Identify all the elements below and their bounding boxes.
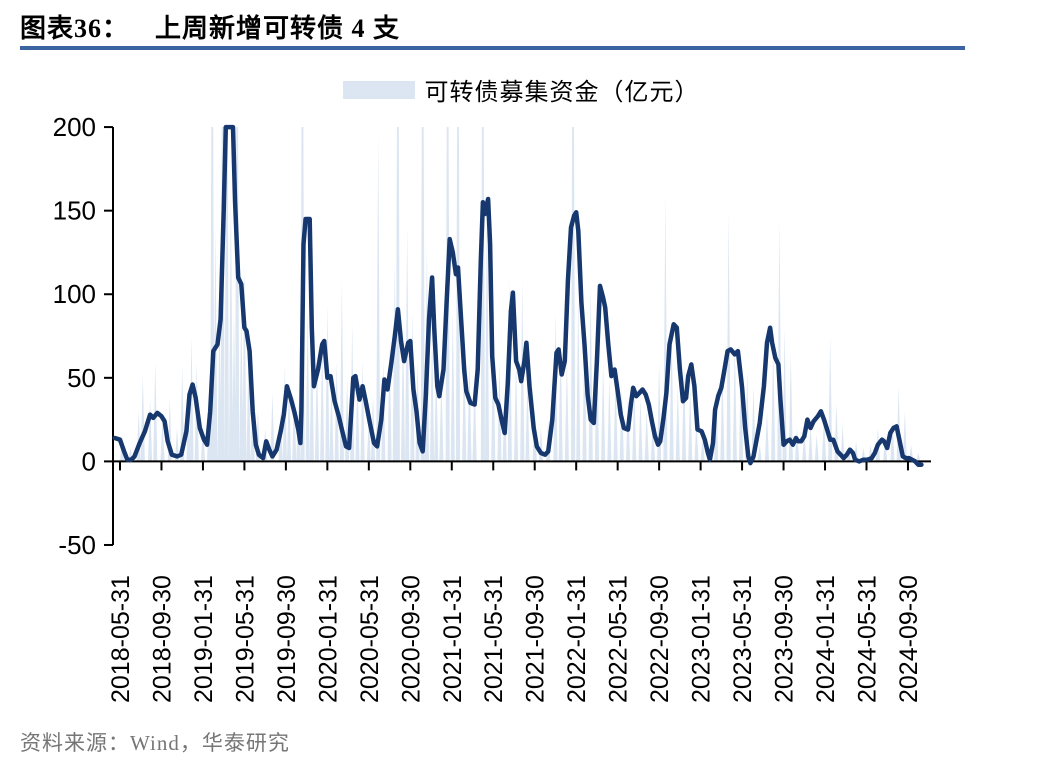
x-tick-label: 2022-01-31 (563, 575, 591, 703)
y-tick-label: 50 (67, 363, 96, 393)
x-tick-label: 2020-09-30 (397, 575, 425, 703)
figure-number: 图表36： (20, 14, 130, 43)
legend-area-label: 可转债募集资金（亿元） (424, 80, 700, 106)
x-tick-label: 2018-09-30 (148, 575, 176, 703)
x-tick-label: 2018-05-31 (107, 575, 135, 703)
line-series-fundraising (112, 124, 924, 467)
source-note: 资料来源：Wind，华泰研究 (20, 731, 290, 755)
x-tick-label: 2024-09-30 (895, 575, 923, 703)
figure-title-text: 上周新增可转债 4 支 (155, 14, 401, 43)
x-tick-label: 2024-05-31 (853, 575, 881, 703)
figure-title: 图表36： 上周新增可转债 4 支 (20, 8, 965, 45)
x-tick-label: 2019-01-31 (190, 575, 218, 703)
y-tick-label: -50 (58, 530, 96, 560)
x-tick-label: 2023-01-31 (688, 575, 716, 703)
x-tick-label: 2019-05-31 (231, 575, 259, 703)
x-tick-label: 2021-05-31 (480, 575, 508, 703)
x-tick-label: 2021-01-31 (439, 575, 467, 703)
x-tick-label: 2020-01-31 (314, 575, 342, 703)
x-tick-label: 2023-05-31 (729, 575, 757, 703)
y-tick-label: 150 (53, 196, 96, 226)
y-tick-label: 0 (82, 446, 96, 476)
x-tick-label: 2019-09-30 (273, 575, 301, 703)
area-series-fundraising (114, 127, 922, 462)
title-rule (20, 46, 965, 50)
chart-legend: 可转债募集资金（亿元） (0, 72, 1042, 107)
x-tick-label: 2020-05-31 (356, 575, 384, 703)
figure-header: 图表36： 上周新增可转债 4 支 (20, 8, 965, 45)
x-tick-label: 2022-09-30 (646, 575, 674, 703)
x-tick-label: 2022-05-31 (605, 575, 633, 703)
y-tick-label: 100 (53, 279, 96, 309)
x-tick-label: 2024-01-31 (812, 575, 840, 703)
x-tick-label: 2023-09-30 (771, 575, 799, 703)
x-tick-label: 2021-09-30 (522, 575, 550, 703)
legend-area-swatch (342, 80, 415, 99)
y-tick-label: 200 (53, 112, 96, 142)
